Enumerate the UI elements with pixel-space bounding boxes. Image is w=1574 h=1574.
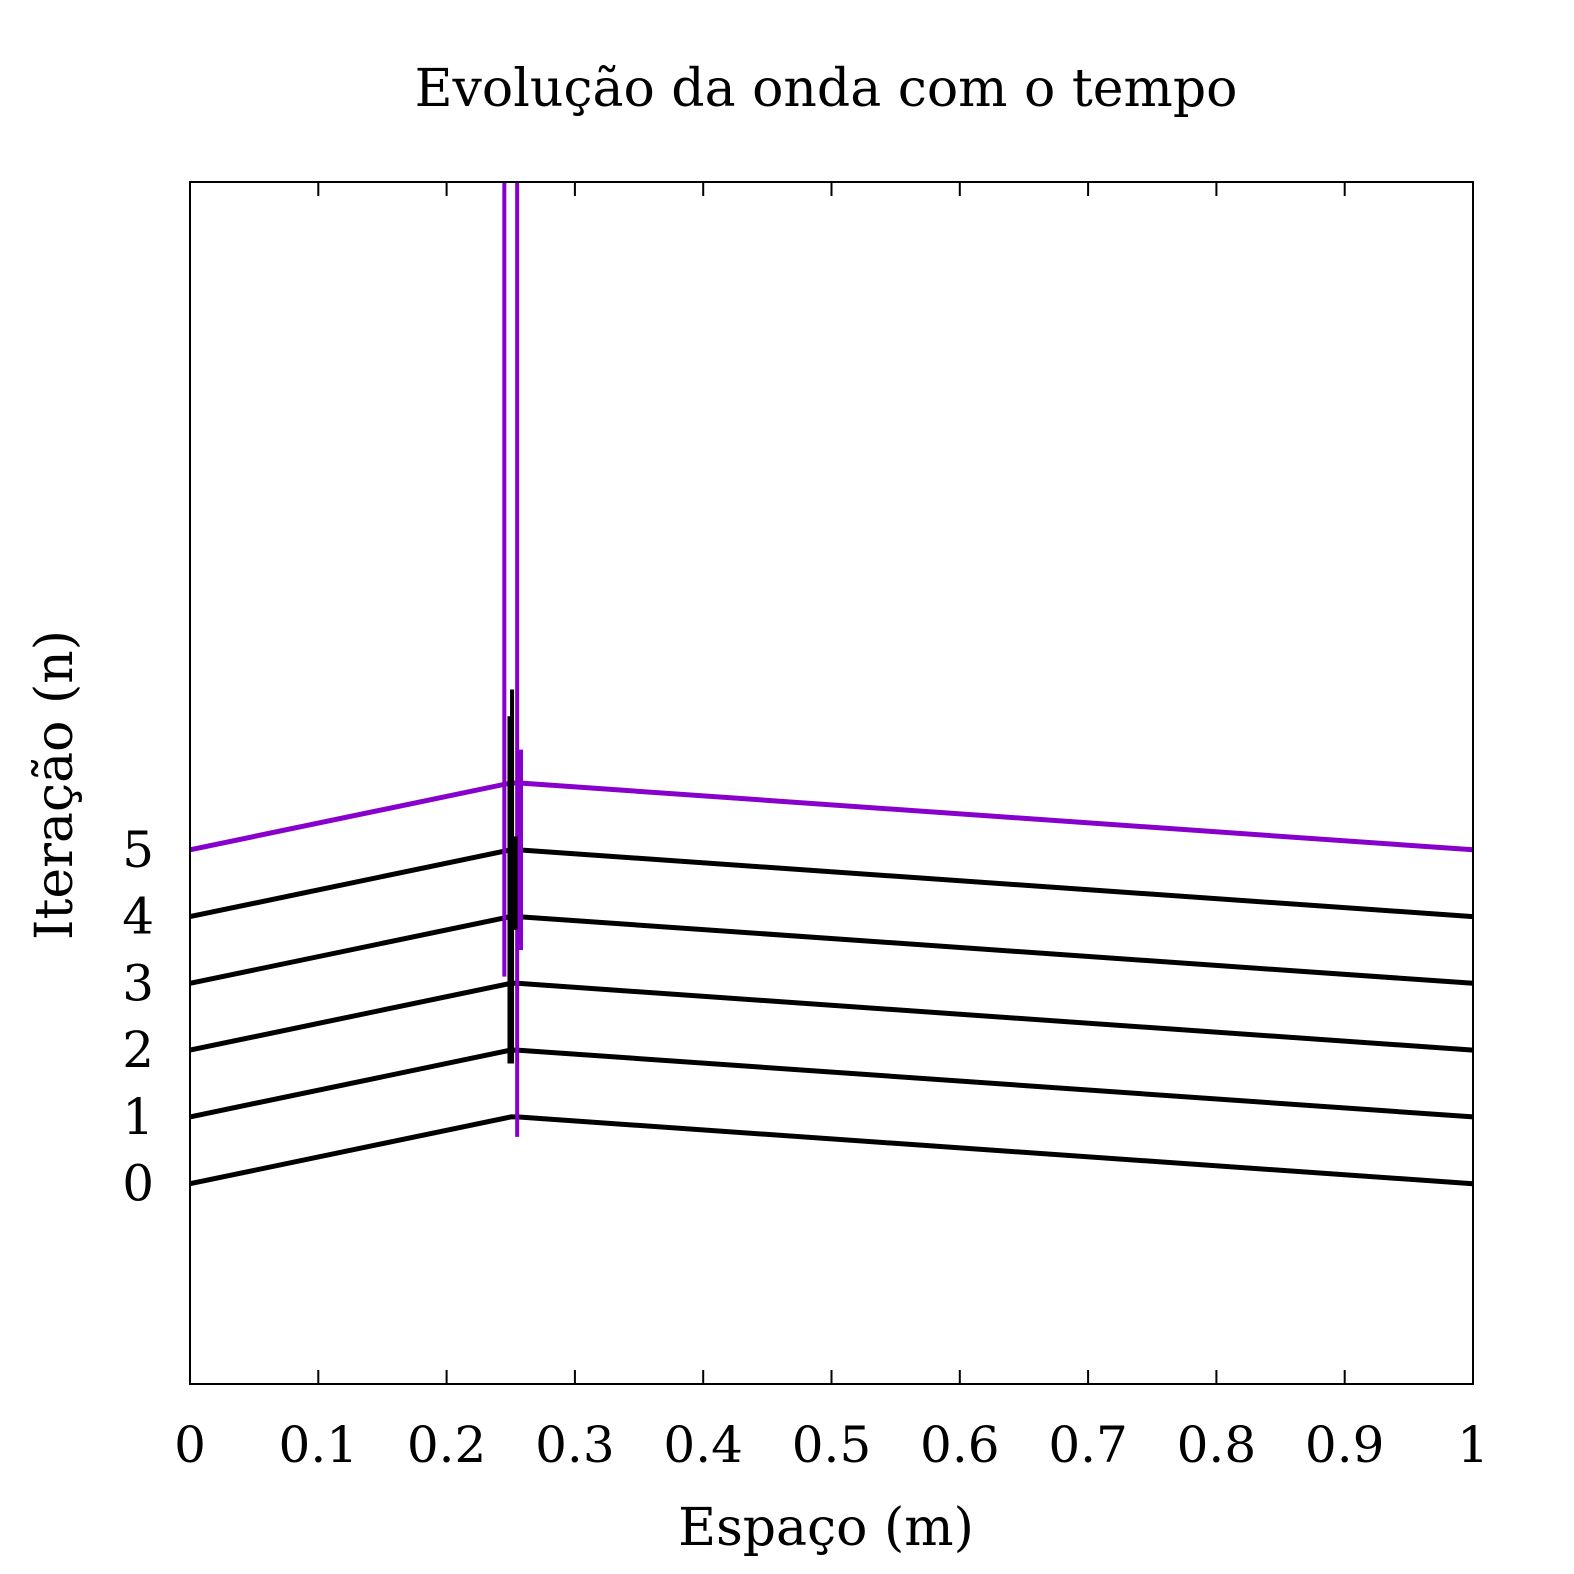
x-tick-label: 0.1: [279, 1416, 359, 1474]
x-tick-labels: 0 0.1 0.2 0.3 0.4 0.5 0.6 0.7 0.8 0.9 1: [174, 1416, 1489, 1474]
x-axis-label: Espaço (m): [678, 1498, 974, 1558]
x-tick-label: 0.7: [1048, 1416, 1128, 1474]
y-axis-label: Iteração (n): [25, 630, 85, 940]
spike-layer: [502, 182, 524, 1137]
y-tick-label: 3: [122, 954, 154, 1012]
x-tick-label: 0.5: [792, 1416, 872, 1474]
x-tick-label: 0.2: [407, 1416, 487, 1474]
y-tick-label: 2: [122, 1021, 154, 1079]
x-tick-label: 0: [174, 1416, 206, 1474]
x-tick-label: 0.6: [920, 1416, 1000, 1474]
y-tick-label: 1: [122, 1088, 154, 1146]
y-tick-label: 4: [122, 888, 154, 946]
axes-frame: [189, 181, 1474, 1385]
x-tick-label: 0.8: [1177, 1416, 1257, 1474]
y-tick-label: 0: [122, 1155, 154, 1213]
x-tick-label: 0.9: [1305, 1416, 1385, 1474]
y-tick-labels: 0 1 2 3 4 5: [122, 821, 154, 1213]
x-tick-label: 1: [1457, 1416, 1489, 1474]
series-line-iteration-0: [189, 1114, 1474, 1187]
x-tick-label: 0.4: [663, 1416, 743, 1474]
x-tick-label: 0.3: [535, 1416, 615, 1474]
plot-area: [189, 181, 1474, 1385]
chart-title: Evolução da onda com o tempo: [415, 59, 1238, 119]
y-tick-label: 5: [122, 821, 154, 879]
